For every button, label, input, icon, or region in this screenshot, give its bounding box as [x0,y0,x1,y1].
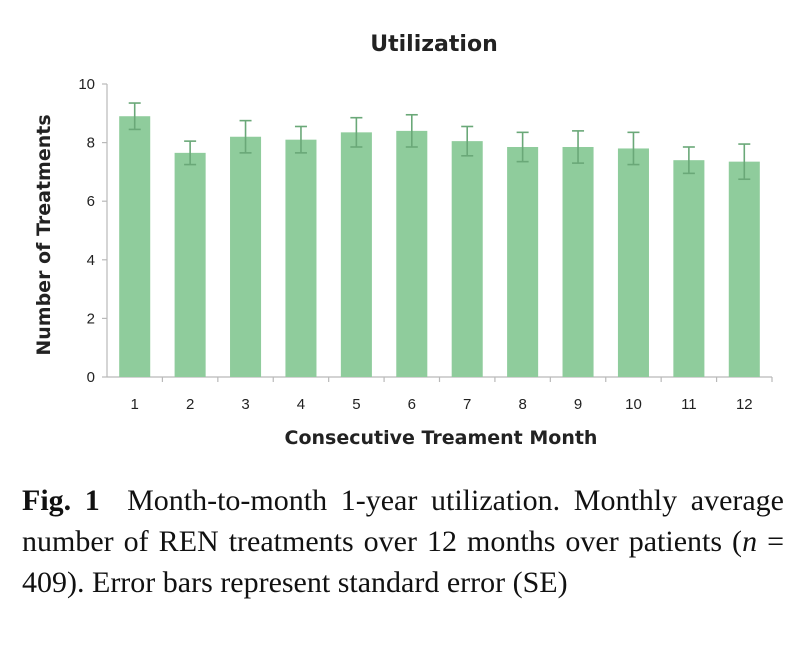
bar-month-1 [119,116,151,377]
x-tick-label: 1 [131,396,139,413]
y-tick-label: 2 [87,310,95,327]
figure-caption: Fig. 1 Month-to-month 1-year utilization… [22,480,784,603]
y-tick-label: 4 [87,252,95,269]
x-tick-label: 11 [681,396,697,413]
x-tick-label: 7 [463,396,471,413]
x-tick-label: 5 [352,396,360,413]
bar-month-5 [340,132,372,377]
bar-month-9 [562,146,594,377]
utilization-chart: Utilization Number of Treatments Consecu… [33,32,773,449]
bar-month-2 [174,152,206,377]
y-tick-label: 0 [87,369,95,386]
figure-label: Fig. 1 [22,484,100,517]
bar-month-12 [728,161,760,377]
x-tick-label: 4 [297,396,305,413]
y-tick-label: 6 [87,193,95,210]
bar-month-6 [396,130,428,377]
bar-month-7 [451,141,483,377]
x-tick-label: 10 [625,396,642,413]
bar-month-10 [617,148,649,377]
y-axis-label: Number of Treatments [33,114,55,355]
y-tick-label: 10 [78,76,95,93]
caption-text-before: Month-to-month 1-year utilization. Month… [22,484,784,558]
x-tick-label: 2 [186,396,194,413]
bar-month-11 [673,160,705,377]
y-tick-label: 8 [87,135,95,152]
bar-month-3 [230,136,262,377]
caption-text-after: = 409). Error bars represent standard er… [22,525,785,599]
x-axis-label: Consecutive Treament Month [285,427,598,449]
bar-month-4 [285,139,317,377]
x-tick-label: 12 [736,396,753,413]
x-tick-label: 9 [574,396,582,413]
chart-title: Utilization [370,32,498,57]
x-tick-label: 3 [241,396,249,413]
bar-month-8 [507,146,539,377]
x-tick-label: 6 [408,396,416,413]
caption-n-symbol: n [742,525,758,558]
x-tick-label: 8 [518,396,526,413]
